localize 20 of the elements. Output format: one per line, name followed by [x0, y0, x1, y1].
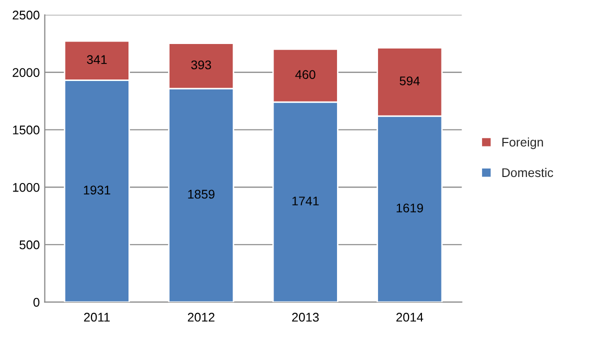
- x-tick-label: 2011: [84, 312, 110, 322]
- x-tick-label: 2012: [188, 312, 214, 322]
- legend-label: Domestic: [502, 168, 554, 178]
- data-label: 1619: [396, 204, 423, 212]
- y-tick-label: 2500: [12, 10, 40, 20]
- y-tick-label: 1000: [13, 182, 40, 192]
- y-tick-label: 1500: [13, 126, 40, 134]
- legend-label: Foreign: [502, 137, 543, 150]
- y-tick-label: 500: [20, 240, 40, 250]
- data-label: 594: [400, 76, 420, 86]
- x-tick-label: 2014: [396, 312, 424, 322]
- y-tick-label: 2000: [12, 68, 40, 77]
- data-label: 393: [191, 60, 212, 70]
- data-label: 341: [86, 55, 107, 64]
- data-label: 1741: [292, 196, 319, 206]
- data-label: 1859: [188, 190, 214, 199]
- data-label: 1931: [84, 186, 110, 195]
- y-tick-label: 0: [33, 298, 40, 307]
- x-tick-label: 2013: [292, 312, 319, 322]
- data-label: 460: [295, 70, 316, 79]
